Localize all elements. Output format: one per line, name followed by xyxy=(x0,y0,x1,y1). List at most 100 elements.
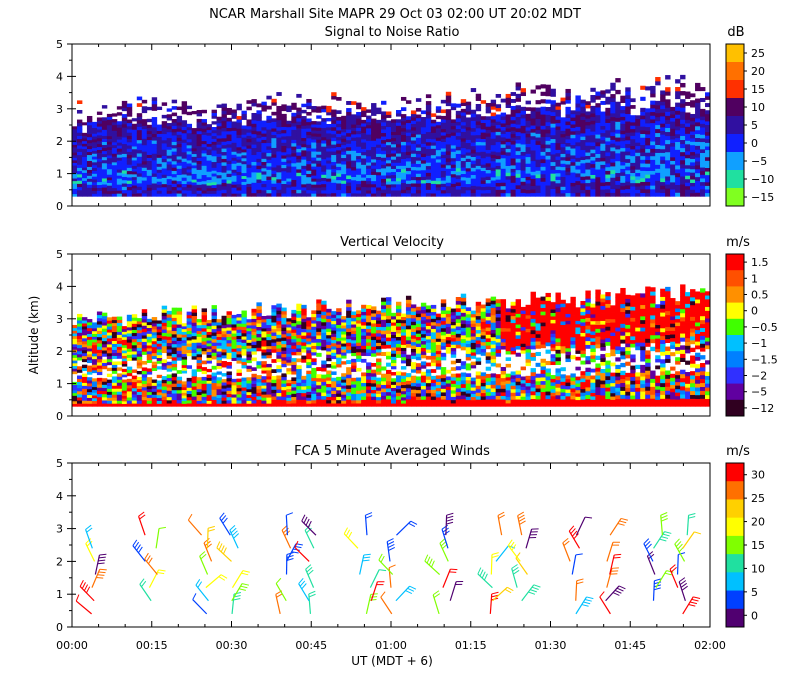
heatmap-cell xyxy=(181,359,188,363)
heatmap-cell xyxy=(685,168,691,173)
heatmap-cell xyxy=(171,135,178,139)
heatmap-cell xyxy=(445,189,452,194)
heatmap-cell xyxy=(226,355,232,360)
heatmap-cell xyxy=(311,121,317,125)
heatmap-cell xyxy=(256,330,262,334)
heatmap-cell xyxy=(206,351,212,355)
heatmap-cell xyxy=(685,95,691,99)
heatmap-cell xyxy=(111,391,118,395)
heatmap-cell xyxy=(565,153,571,158)
heatmap-cell xyxy=(126,342,133,346)
heatmap-cell xyxy=(111,179,118,183)
heatmap-cell xyxy=(156,172,163,176)
heatmap-cell xyxy=(261,189,267,194)
heatmap-cell xyxy=(695,176,701,182)
heatmap-cell xyxy=(585,175,591,180)
heatmap-cell xyxy=(540,125,546,130)
heatmap-cell xyxy=(326,169,332,173)
heatmap-cell xyxy=(570,124,576,128)
heatmap-cell xyxy=(625,94,631,100)
heatmap-cell xyxy=(106,397,113,401)
heatmap-cell xyxy=(271,322,277,326)
heatmap-cell xyxy=(166,164,173,168)
heatmap-cell xyxy=(620,130,626,135)
heatmap-cell xyxy=(321,307,327,312)
heatmap-cell xyxy=(425,135,432,139)
heatmap-cell xyxy=(246,145,252,149)
heatmap-cell xyxy=(316,115,322,119)
heatmap-cell xyxy=(386,175,392,179)
heatmap-cell xyxy=(136,326,143,331)
heatmap-cell xyxy=(206,190,212,194)
heatmap-cell xyxy=(525,136,531,141)
heatmap-cell xyxy=(301,119,307,123)
heatmap-cell xyxy=(435,137,442,141)
heatmap-cell xyxy=(600,192,606,197)
heatmap-cell xyxy=(261,139,267,144)
heatmap-cell xyxy=(296,372,302,376)
heatmap-cell xyxy=(116,190,123,194)
heatmap-cell xyxy=(615,192,621,197)
heatmap-cell xyxy=(680,115,686,120)
heatmap-cell xyxy=(455,135,462,140)
heatmap-cell xyxy=(286,335,292,340)
heatmap-cell xyxy=(520,144,526,149)
heatmap-cell xyxy=(256,319,262,324)
heatmap-cell xyxy=(176,333,183,338)
heatmap-cell xyxy=(116,106,123,110)
heatmap-cell xyxy=(216,356,222,361)
heatmap-cell xyxy=(376,174,382,179)
heatmap-cell xyxy=(605,111,611,116)
heatmap-cell xyxy=(121,382,128,386)
heatmap-cell xyxy=(271,173,277,178)
heatmap-cell xyxy=(326,108,332,113)
heatmap-cell xyxy=(291,316,297,320)
heatmap-cell xyxy=(221,165,227,170)
heatmap-cell xyxy=(146,190,153,194)
heatmap-cell xyxy=(286,153,292,158)
heatmap-cell xyxy=(445,102,452,107)
heatmap-cell xyxy=(610,147,616,152)
heatmap-cell xyxy=(475,145,482,149)
heatmap-cell xyxy=(316,388,322,393)
heatmap-cell xyxy=(600,153,606,158)
heatmap-cell xyxy=(326,175,332,179)
heatmap-cell xyxy=(600,93,606,98)
colorbar-swatch xyxy=(726,170,744,189)
heatmap-cell xyxy=(685,122,691,127)
heatmap-cell xyxy=(286,190,292,194)
heatmap-cell xyxy=(106,163,113,167)
heatmap-cell xyxy=(156,360,163,364)
heatmap-cell xyxy=(545,118,551,123)
heatmap-cell xyxy=(326,399,332,404)
heatmap-cell xyxy=(236,329,242,333)
heatmap-cell xyxy=(465,167,472,172)
heatmap-cell xyxy=(136,156,143,161)
heatmap-cell xyxy=(146,118,153,123)
heatmap-cell xyxy=(311,133,317,137)
heatmap-cell xyxy=(331,333,337,337)
heatmap-cell xyxy=(575,169,581,174)
heatmap-cell xyxy=(361,186,367,191)
heatmap-cell xyxy=(181,325,188,330)
heatmap-cell xyxy=(331,396,337,401)
heatmap-cell xyxy=(525,123,531,128)
heatmap-cell xyxy=(171,176,178,181)
heatmap-cell xyxy=(91,173,98,177)
heatmap-cell xyxy=(86,403,93,407)
heatmap-cell xyxy=(590,98,596,103)
heatmap-cell xyxy=(525,143,531,148)
heatmap-cell xyxy=(131,160,138,164)
heatmap-cell xyxy=(151,388,158,392)
heatmap-cell xyxy=(181,167,188,172)
heatmap-cell xyxy=(121,358,128,362)
heatmap-cell xyxy=(141,367,148,372)
heatmap-cell xyxy=(91,386,98,390)
heatmap-cell xyxy=(176,307,183,312)
heatmap-cell xyxy=(241,140,247,144)
heatmap-cell xyxy=(560,186,566,191)
heatmap-cell xyxy=(620,178,626,183)
heatmap-cell xyxy=(226,166,232,171)
heatmap-cell xyxy=(470,142,477,147)
heatmap-cell xyxy=(665,188,671,193)
